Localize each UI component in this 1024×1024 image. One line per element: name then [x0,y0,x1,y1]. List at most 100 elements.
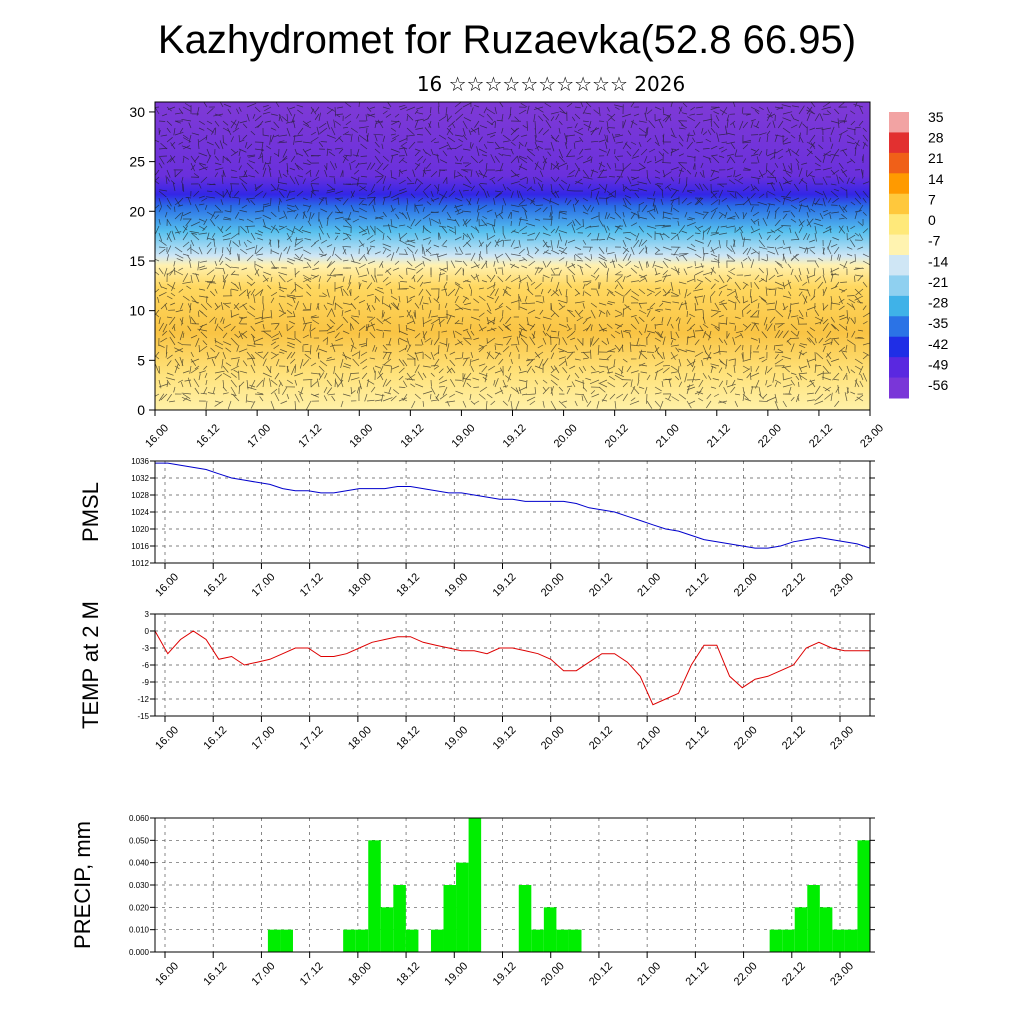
wind-barb [862,281,868,288]
wind-barb [189,230,200,234]
wind-barb [702,309,705,320]
wind-barb [466,330,472,339]
wind-barb [814,190,824,196]
wind-barb [624,304,632,311]
wind-barb [750,386,753,395]
wind-barb [374,215,384,220]
wind-barb [638,288,646,295]
wind-barb [590,390,596,395]
wind-barb [286,365,290,373]
wind-barb [766,309,775,311]
wind-barb [302,359,310,367]
wind-barb [326,232,330,239]
wind-barb [417,134,424,136]
wind-barb [774,219,781,227]
wind-barb [408,285,416,290]
wind-barb [326,134,336,139]
wind-barb [534,127,537,138]
wind-barb [406,246,414,254]
wind-barb [742,300,749,304]
wind-barb [765,286,768,297]
wind-barb [767,250,776,255]
wind-barb [290,288,296,294]
wind-barb [230,232,240,239]
wind-barb [387,183,392,190]
wind-barb [578,309,584,315]
wind-barb [462,134,468,141]
wind-barb [294,337,302,343]
wind-barb [766,246,775,249]
wind-barb [542,157,548,164]
wind-barb [236,358,240,367]
wind-barb [280,349,288,353]
wind-barb [166,316,173,319]
wind-barb [158,129,161,136]
wind-barb [838,102,845,108]
wind-barb [550,228,555,234]
wind-barb [367,113,376,117]
wind-barb [535,300,544,304]
wind-barb [534,351,541,359]
wind-barb [454,357,463,360]
wind-barb [659,302,664,307]
wind-barb [198,203,205,206]
wind-barb [249,305,256,311]
wind-barb [798,372,802,381]
wind-barb [414,232,419,240]
wind-barb [337,211,344,214]
wind-barb [678,225,686,234]
wind-barb [181,118,192,122]
wind-barb [798,177,804,185]
wind-barb [526,177,528,185]
wind-barb [814,155,822,163]
wind-barb [606,252,615,255]
wind-barb [398,330,408,336]
wind-barb [244,141,248,148]
wind-barb [442,386,448,396]
wind-barb [597,344,600,355]
wind-barb [766,151,777,157]
wind-barb [238,197,241,206]
wind-barb [222,267,226,275]
wind-barb [366,234,374,241]
wind-barb [606,106,610,112]
wind-barb [677,220,680,227]
wind-barb [287,207,296,213]
wind-barb [428,122,432,129]
wind-barb [510,263,515,269]
wind-barb [406,372,414,381]
wind-barb [618,367,624,374]
wind-barb [830,273,834,283]
wind-barb [158,365,161,374]
wind-barb [326,190,336,194]
wind-barb [623,162,632,170]
wind-barb [462,351,464,358]
wind-barb [478,312,485,318]
wind-barb [302,343,309,346]
wind-barb [353,169,360,175]
wind-barb [381,393,384,402]
wind-barb [238,148,247,153]
colorbar-swatch [889,152,909,174]
wind-barb [846,134,855,141]
wind-barb [367,190,376,197]
wind-barb [678,134,684,142]
wind-barb [340,169,344,178]
wind-barb [168,330,176,339]
wind-barb [601,328,608,332]
wind-barb [383,319,392,325]
wind-barb [566,126,573,129]
wind-barb [793,183,800,192]
wind-barb [526,197,535,203]
wind-barb [358,186,366,192]
wind-barb [246,311,256,318]
wind-barb [822,304,829,311]
wind-barb [734,211,740,219]
wind-barb [821,106,832,110]
wind-barb [310,327,316,332]
wind-barb [382,110,388,115]
wind-barb [160,302,168,310]
wind-barb [312,274,320,280]
wind-barb [278,274,286,283]
wind-barb [318,197,325,206]
